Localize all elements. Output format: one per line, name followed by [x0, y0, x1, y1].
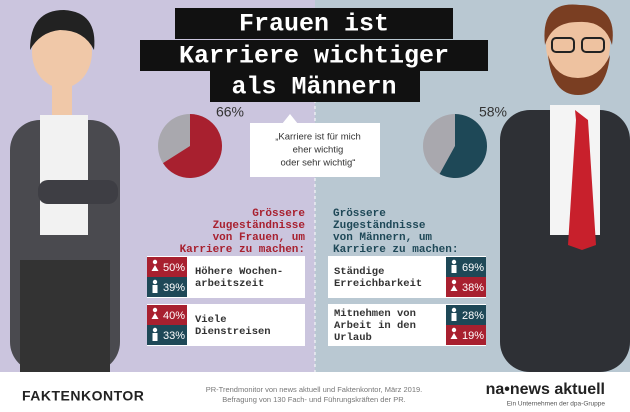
heading-line: Grössere [333, 208, 386, 220]
heading-line: von Frauen, um [213, 232, 306, 244]
quote-line: eher wichtig [293, 145, 344, 156]
heading-line: Karriere zu machen: [180, 244, 305, 256]
title-line: als Männern [231, 73, 396, 102]
person-icon [451, 259, 457, 265]
percent-value: 19% [462, 330, 484, 342]
tagline: Ein Unternehmen der dpa-Gruppe [507, 401, 606, 408]
percent-value: 39% [163, 282, 185, 294]
title-bar [140, 40, 488, 71]
title-bar [175, 8, 453, 39]
person-icon [152, 259, 158, 265]
person-icon [451, 265, 457, 273]
brand: FAKTENKONTOR [22, 388, 144, 404]
person-icon [451, 327, 457, 333]
item-text: Erreichbarkeit [334, 278, 422, 290]
quote-line: oder sehr wichtig“ [281, 158, 356, 169]
source-line: Befragung von 130 Fach- und Führungskräf… [222, 395, 405, 404]
person-icon [152, 279, 158, 285]
title-line: Frauen ist [239, 10, 389, 39]
title-line: Karriere wichtiger [179, 42, 449, 71]
heading-line: Zugeständnisse [213, 220, 306, 232]
person-icon [152, 285, 158, 293]
percent-value: 50% [163, 262, 185, 274]
item-text: arbeitszeit [195, 278, 264, 290]
pie-slice [162, 114, 222, 179]
heading-line: Karriere zu machen: [333, 244, 458, 256]
person-icon [152, 333, 158, 341]
item-text: Viele [195, 314, 227, 326]
person-icon [451, 313, 457, 321]
heading-line: von Männern, um [333, 232, 432, 244]
person-icon [451, 279, 457, 285]
percent-value: 69% [462, 262, 484, 274]
source-line: PR-Trendmonitor von news aktuell und Fak… [206, 385, 423, 394]
percent-value: 33% [163, 330, 185, 342]
pie-label: 66% [216, 104, 244, 120]
person-icon [450, 285, 458, 291]
logo: na•news aktuell [486, 381, 605, 398]
person-icon [451, 307, 457, 313]
heading-line: Zugeständnisse [333, 220, 426, 232]
item-text: Mitnehmen von [334, 308, 416, 320]
heading-line: Grössere [252, 208, 305, 220]
item-text: Arbeit in den [334, 320, 416, 332]
person-icon [152, 327, 158, 333]
quote-pointer [282, 114, 298, 124]
quote-box [250, 123, 380, 177]
person-icon [151, 313, 159, 319]
percent-value: 40% [163, 310, 185, 322]
person-icon [152, 307, 158, 313]
quote-line: „Karriere ist für mich [275, 132, 361, 143]
item-text: Dienstreisen [195, 326, 271, 338]
item-text: Urlaub [334, 332, 372, 344]
percent-value: 38% [462, 282, 484, 294]
person-icon [151, 265, 159, 271]
pie-slice [439, 114, 487, 178]
person-icon [450, 333, 458, 339]
percent-value: 28% [462, 310, 484, 322]
pie-label: 58% [479, 104, 507, 120]
title-bar [210, 71, 420, 102]
footer-bg [0, 372, 630, 412]
item-text: Höhere Wochen- [195, 266, 283, 278]
item-text: Ständige [334, 266, 384, 278]
man-illustration [500, 4, 630, 372]
woman-illustration [10, 10, 120, 372]
